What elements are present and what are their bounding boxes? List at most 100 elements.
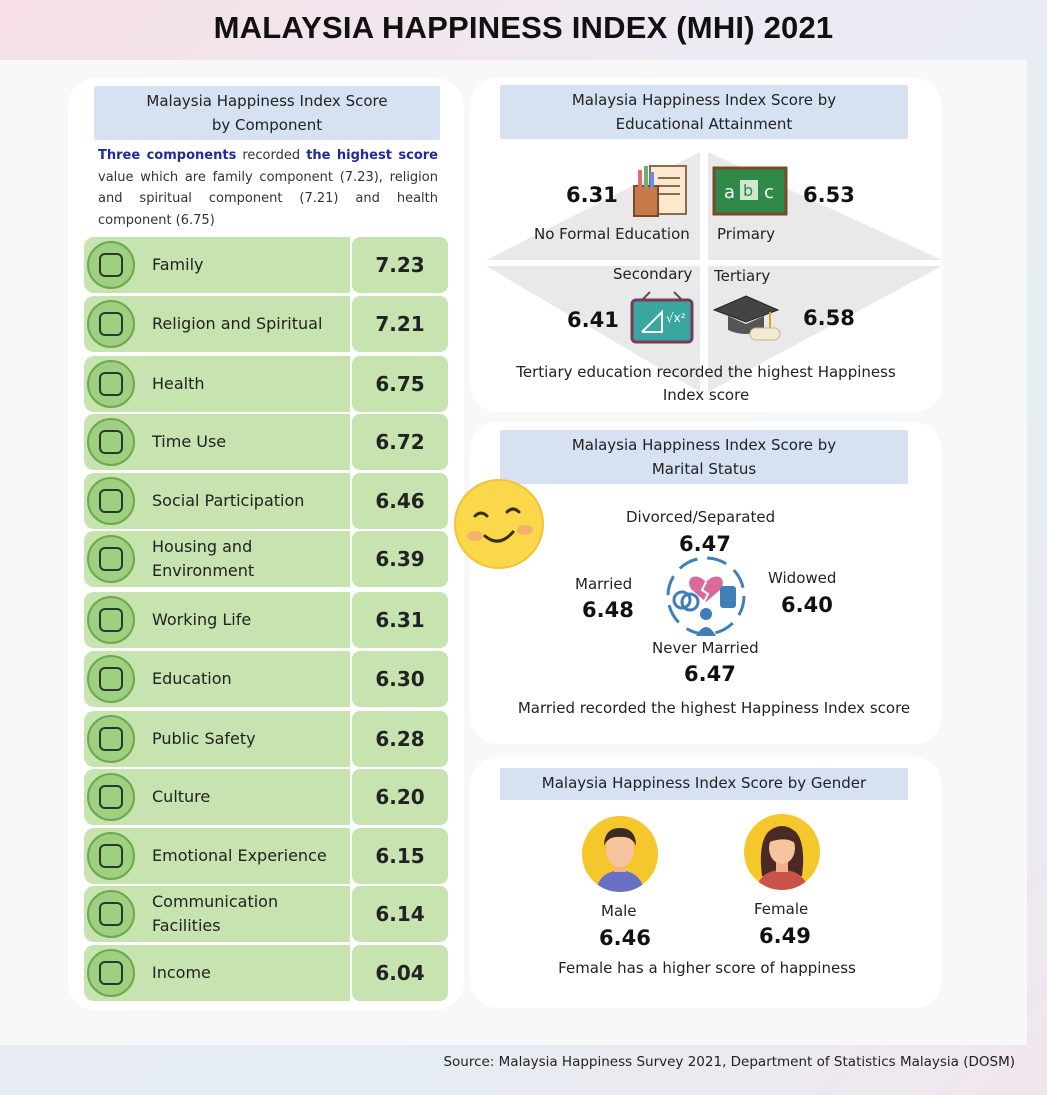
clock-checklist-icon xyxy=(87,418,135,466)
component-score-background xyxy=(352,414,448,470)
female-score: 6.49 xyxy=(759,924,811,948)
component-score: 6.20 xyxy=(375,785,425,809)
component-panel-header: Malaysia Happiness Index Score by Compon… xyxy=(94,86,440,140)
component-score: 6.31 xyxy=(375,608,425,632)
component-row: Working Life 6.31 xyxy=(84,592,450,648)
component-score: 6.72 xyxy=(375,430,425,454)
component-score-background xyxy=(352,828,448,884)
gender-note: Female has a higher score of happiness xyxy=(558,959,856,977)
component-score-background xyxy=(352,296,448,352)
no-formal-education-score: 6.31 xyxy=(566,183,618,207)
component-row: Emotional Experience 6.15 xyxy=(84,828,450,884)
component-score: 7.21 xyxy=(375,312,425,336)
primary-score: 6.53 xyxy=(803,183,855,207)
married-score: 6.48 xyxy=(582,598,634,622)
component-label: Communication Facilities xyxy=(152,892,279,935)
education-panel-header: Malaysia Happiness Index Score by Educat… xyxy=(500,85,908,139)
component-score-background xyxy=(352,945,448,1001)
component-score-background xyxy=(352,592,448,648)
source-citation: Source: Malaysia Happiness Survey 2021, … xyxy=(443,1054,1015,1070)
family-icon xyxy=(87,241,135,289)
primary-label: Primary xyxy=(717,225,775,243)
svg-text:c: c xyxy=(764,182,774,203)
component-label: Education xyxy=(152,669,232,688)
gender-panel-header: Malaysia Happiness Index Score by Gender xyxy=(500,768,908,800)
component-label: Religion and Spiritual xyxy=(152,314,323,333)
cash-icon xyxy=(87,949,135,997)
component-row: Religion and Spiritual 7.21 xyxy=(84,296,450,352)
component-score-background xyxy=(352,651,448,707)
component-row: Income 6.04 xyxy=(84,945,450,1001)
component-label: Public Safety xyxy=(152,729,256,748)
widowed-score: 6.40 xyxy=(781,593,833,617)
no-formal-education-label: No Formal Education xyxy=(534,225,690,243)
page-title: MALAYSIA HAPPINESS INDEX (MHI) 2021 xyxy=(213,10,834,45)
component-score: 6.46 xyxy=(375,489,425,513)
component-row: Health 6.75 xyxy=(84,356,450,412)
heartbeat-icon xyxy=(87,360,135,408)
worker-icon xyxy=(87,596,135,644)
component-score-background xyxy=(352,886,448,942)
never-married-score: 6.47 xyxy=(684,662,736,686)
component-score: 6.39 xyxy=(375,547,425,571)
praying-hands-icon xyxy=(87,300,135,348)
component-label: Housing and Environment xyxy=(152,537,255,580)
never-married-label: Never Married xyxy=(652,639,759,657)
component-label: Time Use xyxy=(152,432,227,451)
component-score: 6.30 xyxy=(375,667,425,691)
divorced-label: Divorced/Separated xyxy=(626,508,776,526)
router-icon xyxy=(87,890,135,938)
component-label: Emotional Experience xyxy=(152,846,327,865)
component-score: 6.14 xyxy=(375,902,425,926)
male-avatar xyxy=(582,816,658,892)
marital-status-icon xyxy=(666,556,746,636)
component-label: Income xyxy=(152,963,211,982)
widowed-label: Widowed xyxy=(768,569,837,587)
male-label: Male xyxy=(601,902,637,920)
divorced-score: 6.47 xyxy=(679,532,731,556)
component-row: Public Safety 6.28 xyxy=(84,711,450,767)
marital-panel-header: Malaysia Happiness Index Score by Marita… xyxy=(500,430,908,484)
component-row: Culture 6.20 xyxy=(84,769,450,825)
education-note: Tertiary education recorded the highest … xyxy=(516,363,896,404)
svg-text:b: b xyxy=(743,181,753,200)
books-pencil-icon xyxy=(633,165,687,217)
component-score-background xyxy=(352,473,448,529)
female-label: Female xyxy=(754,900,809,918)
component-score-background xyxy=(352,769,448,825)
graduation-cap-icon xyxy=(87,655,135,703)
component-score-background xyxy=(352,531,448,587)
secondary-score: 6.41 xyxy=(567,308,619,332)
component-row: Education 6.30 xyxy=(84,651,450,707)
emotions-icon xyxy=(87,832,135,880)
svg-text:√x²: √x² xyxy=(666,311,686,325)
component-score-background xyxy=(352,237,448,293)
component-row: Social Participation 6.46 xyxy=(84,473,450,529)
female-avatar xyxy=(744,814,820,890)
police-officer-icon xyxy=(87,715,135,763)
component-score-background xyxy=(352,711,448,767)
component-intro-text: Three components recorded the highest sc… xyxy=(98,148,438,228)
component-row: Housing and Environment 6.39 xyxy=(84,531,450,587)
tertiary-label: Tertiary xyxy=(714,267,771,285)
component-row: Family 7.23 xyxy=(84,237,450,293)
svg-text:a: a xyxy=(724,182,735,203)
house-tree-icon xyxy=(87,535,135,583)
marital-note: Married recorded the highest Happiness I… xyxy=(517,699,911,717)
male-score: 6.46 xyxy=(599,926,651,950)
theatre-masks-icon xyxy=(87,773,135,821)
component-label: Culture xyxy=(152,787,211,806)
component-label: Health xyxy=(152,374,205,393)
component-label: Social Participation xyxy=(152,491,305,510)
married-label: Married xyxy=(575,575,633,593)
component-score: 6.75 xyxy=(375,372,425,396)
component-score: 6.04 xyxy=(375,961,425,985)
component-score: 7.23 xyxy=(375,253,425,277)
component-row: Time Use 6.72 xyxy=(84,414,450,470)
math-board-icon: √x² xyxy=(630,291,694,344)
mortarboard-diploma-icon xyxy=(712,295,781,341)
tertiary-score: 6.58 xyxy=(803,306,855,330)
component-score-background xyxy=(352,356,448,412)
component-label: Working Life xyxy=(152,610,252,629)
component-row: Communication Facilities 6.14 xyxy=(84,886,450,942)
